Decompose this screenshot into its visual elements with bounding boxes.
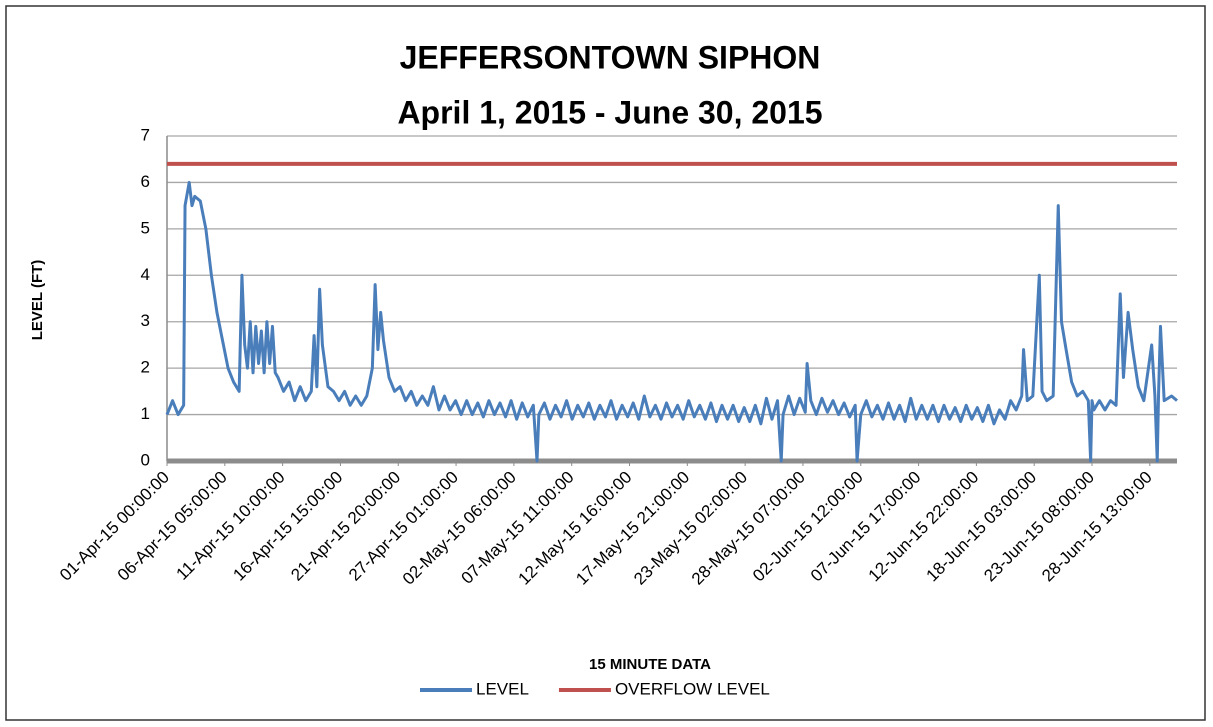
legend-label: OVERFLOW LEVEL [615,679,770,698]
data-line [165,180,1178,463]
chart-title: JEFFERSONTOWN SIPHON [400,39,821,75]
chart-subtitle: April 1, 2015 - June 30, 2015 [397,94,822,130]
y-tick-label: 7 [141,125,150,144]
y-tick-label: 4 [141,265,150,284]
y-tick-label: 5 [141,218,150,237]
y-tick-label: 2 [141,358,150,377]
legend-label: LEVEL [476,679,529,698]
y-tick-label: 1 [141,404,150,423]
chart-border [5,5,1206,721]
y-tick-label: 6 [141,172,150,191]
y-axis-label: LEVEL (FT) [29,260,46,341]
y-tick-label: 0 [141,450,150,469]
y-tick-label: 3 [141,311,150,330]
x-axis-label: 15 MINUTE DATA [589,656,711,673]
